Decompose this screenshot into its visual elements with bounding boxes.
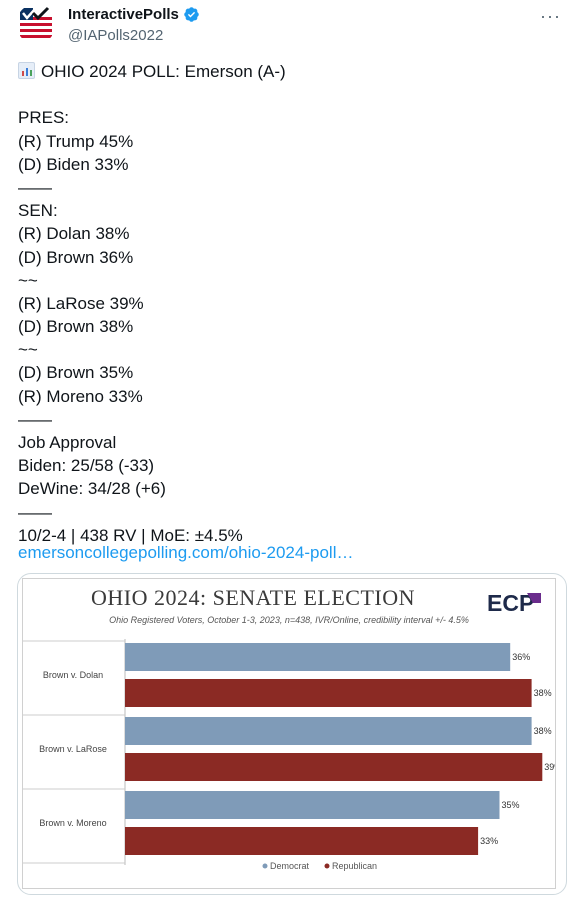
tweet-text: OHIO 2024 POLL: Emerson (A-) PRES: (R) Tr…	[18, 60, 558, 547]
chart-subtitle: Ohio Registered Voters, October 1-3, 202…	[109, 615, 469, 625]
author-handle[interactable]: @IAPolls2022	[68, 27, 164, 44]
ecp-logo-text: ECP	[487, 590, 534, 615]
tweet-line: (R) Trump 45%	[18, 131, 134, 151]
tweet-line: (R) Dolan 38%	[18, 224, 130, 244]
ecp-logo: ECP	[487, 590, 541, 615]
data-label: 35%	[502, 800, 520, 810]
legend-label: Republican	[332, 861, 377, 871]
tweet-line: 10/2-4 | 438 RV | MoE: ±4.5%	[18, 525, 243, 545]
tweet-headline-line: OHIO 2024 POLL: Emerson (A-)	[18, 60, 558, 83]
chart-image: OHIO 2024: SENATE ELECTION ECP Ohio Regi…	[22, 578, 556, 889]
bar-republican-2	[125, 827, 479, 855]
data-label: 36%	[512, 652, 530, 662]
tweet-line: (R) LaRose 39%	[18, 293, 144, 313]
bar-democrat-0	[125, 643, 511, 671]
tweet-line: (D) Biden 33%	[18, 154, 129, 174]
data-label: 39%	[544, 762, 555, 772]
category-label: Brown v. Moreno	[39, 818, 106, 828]
display-name[interactable]: InteractivePolls	[68, 6, 179, 23]
more-options-icon[interactable]: ···	[540, 6, 561, 26]
us-flag-checkmark-icon	[16, 4, 56, 44]
tweet-line: (R) Moreno 33%	[18, 386, 143, 406]
verified-badge-icon	[184, 7, 199, 22]
media-attachment[interactable]: OHIO 2024: SENATE ELECTION ECP Ohio Regi…	[17, 573, 567, 895]
tweet-line: Job Approval	[18, 433, 117, 452]
bar-republican-1	[125, 753, 543, 781]
chart-title: OHIO 2024: SENATE ELECTION	[90, 585, 416, 610]
category-label: Brown v. LaRose	[39, 744, 107, 754]
article-link[interactable]: emersoncollegepolling.com/ohio-2024-poll…	[18, 543, 354, 562]
legend-marker-republican	[324, 863, 330, 869]
avatar[interactable]	[16, 4, 56, 44]
tweet-line: SEN:	[18, 201, 58, 221]
tweet-line: (D) Brown 35%	[18, 363, 134, 383]
tweet-line: (D) Brown 38%	[18, 317, 134, 337]
tweet-line: ——	[18, 177, 52, 197]
data-label: 33%	[480, 836, 498, 846]
bar-republican-0	[125, 679, 532, 707]
bar-democrat-2	[125, 791, 500, 819]
tweet-line: DeWine: 34/28 (+6)	[18, 479, 166, 499]
legend-marker-democrat	[262, 863, 268, 869]
tweet-line	[18, 83, 558, 106]
bar-chart: Brown v. Dolan 36% 38% Brown v. LaRose 38% 39…	[23, 639, 555, 871]
category-label: Brown v. Dolan	[43, 670, 103, 680]
tweet-line: ——	[18, 409, 52, 429]
tweet-headline: OHIO 2024 POLL: Emerson (A-)	[41, 62, 286, 81]
data-label: 38%	[534, 726, 552, 736]
data-label: 38%	[534, 688, 552, 698]
tweet-line: (D) Brown 36%	[18, 247, 134, 267]
bar-chart-icon	[18, 62, 35, 79]
bar-democrat-1	[125, 717, 532, 745]
tweet-line: ~~	[18, 340, 38, 360]
tweet-line: Biden: 25/58 (-33)	[18, 456, 155, 476]
legend-label: Democrat	[270, 861, 310, 871]
tweet-line: PRES:	[18, 108, 70, 128]
tweet-line: ——	[18, 502, 52, 522]
author-name-row[interactable]: InteractivePolls	[68, 6, 200, 23]
tweet-line: ~~	[18, 270, 38, 290]
